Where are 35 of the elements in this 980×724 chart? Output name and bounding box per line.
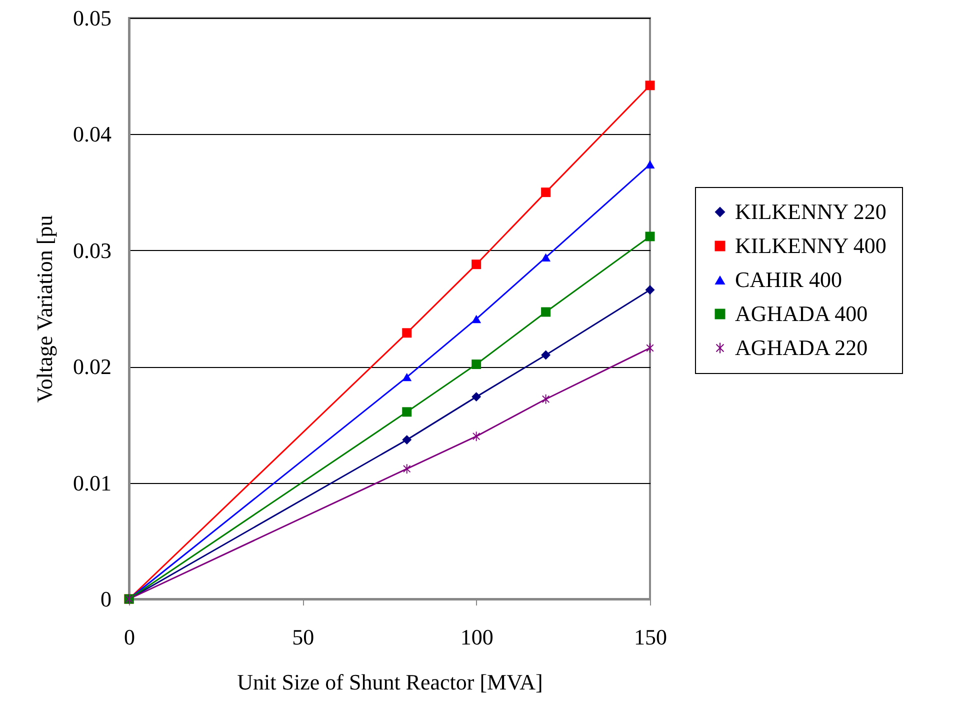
point bbox=[645, 160, 655, 169]
point bbox=[402, 372, 412, 382]
x-tick-label: 50 bbox=[292, 624, 314, 650]
point bbox=[541, 188, 551, 198]
legend-label: CAHIR 400 bbox=[735, 267, 842, 292]
point bbox=[402, 435, 412, 445]
legend-label: KILKENNY 400 bbox=[735, 233, 886, 258]
x-tick-label: 150 bbox=[634, 624, 667, 650]
point bbox=[646, 343, 654, 353]
point bbox=[472, 314, 482, 324]
point bbox=[472, 260, 482, 270]
point bbox=[541, 307, 551, 317]
point bbox=[541, 350, 551, 360]
point bbox=[402, 407, 412, 417]
point bbox=[472, 392, 482, 402]
legend-label: AGHADA 400 bbox=[735, 301, 868, 326]
point bbox=[645, 80, 655, 90]
point bbox=[541, 253, 551, 262]
x-axis-title: Unit Size of Shunt Reactor [MVA] bbox=[237, 670, 543, 694]
y-tick-label: 0.01 bbox=[73, 470, 112, 496]
x-tick-label: 100 bbox=[460, 624, 494, 650]
x-tick-label: 0 bbox=[124, 624, 135, 650]
y-tick-label: 0.05 bbox=[73, 6, 112, 30]
y-tick-label: 0 bbox=[100, 586, 112, 612]
point bbox=[402, 328, 412, 338]
y-tick-label: 0.02 bbox=[73, 354, 112, 380]
y-tick-label: 0.03 bbox=[73, 238, 112, 263]
legend-label: AGHADA 220 bbox=[735, 335, 868, 360]
y-axis-title: Voltage Variation [pu bbox=[32, 215, 57, 403]
y-tick-label: 0.04 bbox=[73, 122, 112, 147]
point bbox=[645, 232, 655, 242]
legend-label: KILKENNY 220 bbox=[735, 199, 886, 224]
point bbox=[472, 360, 482, 370]
point bbox=[472, 432, 480, 442]
point bbox=[645, 285, 655, 295]
